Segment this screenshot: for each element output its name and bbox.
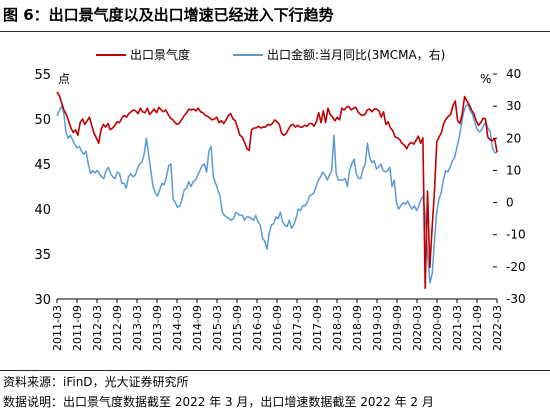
x-tick-label: 2016-03 — [251, 305, 264, 351]
x-tick-label: 2019-03 — [371, 305, 384, 351]
x-tick-label: 2012-09 — [111, 305, 124, 351]
legend: 出口景气度 出口金额:当月同比(3MCMA，右) — [96, 47, 445, 62]
y-left-tick-label: 50 — [34, 113, 51, 128]
x-tick-label: 2015-03 — [211, 305, 224, 351]
x-tick-label: 2013-09 — [151, 305, 164, 351]
x-tick-label: 2020-03 — [411, 305, 424, 351]
x-tick-label: 2013-03 — [131, 305, 144, 351]
x-tick-label: 2011-09 — [71, 305, 84, 351]
y-left-tick-label: 45 — [34, 158, 51, 173]
title-divider — [0, 31, 550, 32]
x-tick-label: 2018-09 — [351, 305, 364, 351]
x-tick-label: 2021-03 — [451, 305, 464, 351]
y-right-tick-label: 30 — [506, 99, 521, 113]
y-right-tick-label: 20 — [506, 131, 521, 145]
chart-title: 图 6：出口景气度以及出口增速已经进入下行趋势 — [3, 6, 334, 24]
x-tick-label: 2019-09 — [391, 305, 404, 351]
chart: 出口景气度 出口金额:当月同比(3MCMA，右) 2011-03 2011-09 2… — [34, 47, 525, 351]
series-line-export-climate — [56, 91, 498, 290]
legend-label-export-growth: 出口金额:当月同比(3MCMA，右) — [267, 47, 445, 62]
y-right-tick-label: -30 — [506, 292, 526, 306]
y-left-unit: 点 — [58, 72, 70, 86]
legend-label-export-climate: 出口景气度 — [130, 47, 190, 62]
series-lines — [56, 91, 498, 290]
y-right-unit: % — [480, 72, 491, 86]
y-left-tick-label: 30 — [34, 293, 51, 308]
source-note: 资料来源：iFinD，光大证券研究所 — [3, 375, 189, 389]
y-right-tick-label: 10 — [506, 163, 521, 177]
footer-divider — [0, 370, 550, 371]
x-tick-label: 2014-09 — [191, 305, 204, 351]
x-tick-label: 2017-09 — [311, 305, 324, 351]
x-tick-label: 2015-09 — [231, 305, 244, 351]
x-tick-label: 2012-03 — [91, 305, 104, 351]
y-left-tick-label: 40 — [34, 203, 51, 218]
x-tick-label: 2018-03 — [331, 305, 344, 351]
y-left-tick-label: 55 — [34, 68, 51, 83]
y-right-tick-label: -20 — [506, 260, 526, 274]
x-tick-label: 2011-03 — [51, 305, 64, 351]
x-axis-ticks — [56, 299, 498, 303]
y-left-axis: 30 35 40 45 50 55 — [34, 68, 51, 308]
x-tick-label: 2021-09 — [471, 305, 484, 351]
y-right-axis: -30 -20 -10 0 10 20 30 40 — [493, 67, 526, 306]
y-left-tick-label: 35 — [34, 248, 51, 263]
x-tick-label: 2020-09 — [431, 305, 444, 351]
y-right-tick-label: 40 — [506, 67, 521, 81]
y-right-tick-label: 0 — [506, 196, 514, 210]
x-tick-label: 2022-03 — [491, 305, 504, 351]
x-tick-label: 2017-03 — [291, 305, 304, 351]
x-axis-labels: 2011-03 2011-09 2012-03 2012-09 2013-03 2013-… — [51, 305, 504, 351]
data-description: 数据说明：出口景气度数据截至 2022 年 3 月，出口增速数据截至 2022 … — [3, 395, 434, 409]
x-tick-label: 2014-03 — [171, 305, 184, 351]
y-right-tick-label: -10 — [506, 228, 526, 242]
x-tick-label: 2016-09 — [271, 305, 284, 351]
plot-area: 2011-03 2011-09 2012-03 2012-09 2013-03 2013-… — [34, 67, 525, 351]
